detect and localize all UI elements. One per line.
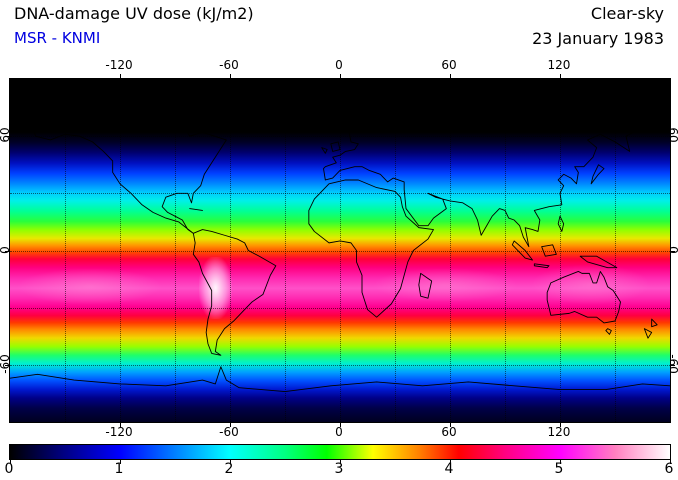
colorbar-tick (340, 460, 341, 464)
coastline-australia (547, 271, 620, 322)
coastline-north-america (32, 117, 226, 233)
coastline-japan (591, 165, 604, 184)
parallel-line (10, 307, 670, 309)
axis-tick (120, 423, 121, 427)
colorbar-tick-label: 2 (224, 461, 234, 477)
parallel-line (10, 136, 670, 138)
lon-tick-label: -120 (105, 58, 133, 72)
lon-tick-label: -60 (219, 425, 239, 439)
source-label: MSR - KNMI (14, 29, 101, 47)
colorbar-tick (229, 460, 231, 464)
axis-tick (671, 364, 675, 366)
coastline-britain (331, 142, 340, 152)
coastline-new-zealand (644, 319, 657, 338)
condition-label: Clear-sky (590, 4, 664, 23)
colorbar-tick (450, 460, 451, 464)
colorbar-tick-label: 5 (554, 461, 564, 477)
axis-tick (671, 136, 675, 138)
lon-tick-label: 60 (441, 58, 457, 72)
bottom-longitude-labels: -120 -60 0 60 120 (9, 425, 669, 439)
axis-tick (229, 423, 231, 427)
coastline-africa (309, 180, 434, 317)
coastline-philippines (558, 216, 564, 231)
coastline-greenland (230, 94, 300, 132)
colorbar-labels: 0 1 2 3 4 5 6 (5, 461, 674, 477)
coastline-cuba (190, 209, 203, 211)
lon-tick-label: -120 (105, 425, 133, 439)
coastline-madagascar (419, 273, 432, 298)
coastlines-svg (10, 79, 670, 422)
colorbar (9, 444, 671, 464)
top-longitude-labels: -120 -60 0 60 120 (9, 58, 669, 72)
axis-tick (450, 423, 451, 427)
colorbar-tick (559, 460, 561, 464)
lon-tick-label: 60 (441, 425, 457, 439)
coastline-java (534, 264, 549, 268)
parallel-line (10, 364, 670, 366)
axis-tick (5, 250, 9, 252)
coastline-sumatra (512, 241, 532, 260)
colorbar-tick-label: 1 (114, 461, 124, 477)
axis-tick (340, 423, 341, 427)
colorbar-tick (10, 460, 11, 464)
page-title: DNA-damage UV dose (kJ/m2) (14, 4, 254, 23)
parallel-line (10, 193, 670, 195)
coastline-borneo (542, 245, 557, 256)
lon-tick-label: 0 (335, 425, 343, 439)
parallel-line (10, 250, 670, 252)
axis-tick (559, 74, 561, 78)
coastline-eurasia (324, 104, 671, 247)
axis-tick (5, 136, 9, 138)
date-label: 23 January 1983 (532, 29, 664, 48)
colorbar-tick-label: 6 (664, 461, 674, 477)
map-plot (5, 74, 675, 427)
lon-tick-label: -60 (219, 58, 239, 72)
colorbar-tick (120, 460, 121, 464)
axis-tick (671, 250, 675, 252)
colorbar-tick-label: 3 (334, 461, 344, 477)
coastline-iceland (302, 127, 313, 131)
axis-tick (5, 364, 9, 366)
coastline-ireland (322, 148, 328, 154)
axis-tick (559, 423, 561, 427)
colorbar-tick-label: 4 (444, 461, 454, 477)
axis-tick (450, 74, 451, 78)
coastline-tasmania (606, 329, 612, 335)
coastline-south-america (193, 230, 276, 356)
lon-tick-label: 120 (547, 425, 571, 439)
coastline-new-guinea (580, 256, 617, 267)
colorbar-tick-label: 0 (4, 461, 14, 477)
axis-tick (340, 74, 341, 78)
coastline-antarctica (10, 367, 670, 392)
colorbar-tick (670, 460, 671, 464)
axis-tick (229, 74, 231, 78)
axis-tick (120, 74, 121, 78)
lon-tick-label: 120 (547, 58, 571, 72)
lon-tick-label: 0 (335, 58, 343, 72)
